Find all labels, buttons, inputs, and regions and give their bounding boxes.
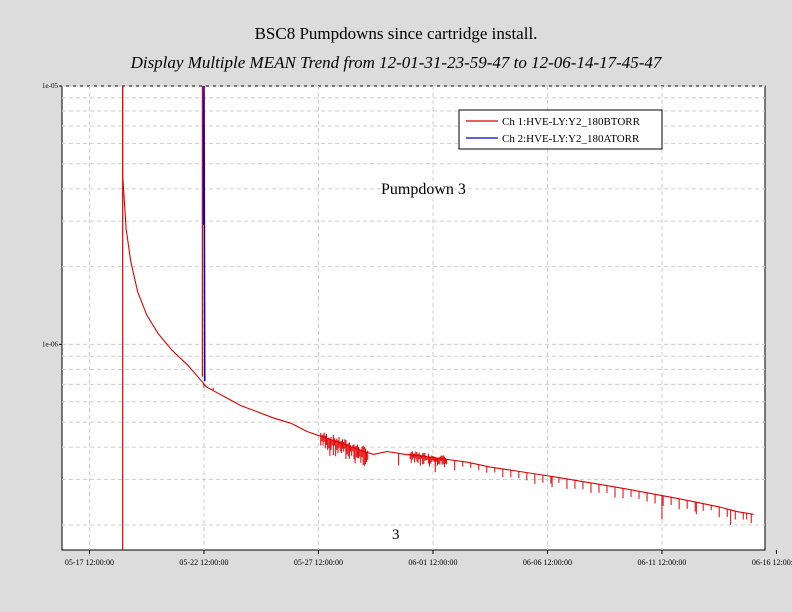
x-tick-label: 06-16 12:00:00 [752,558,792,567]
annotation-number: 3 [392,527,400,543]
legend-label-ch1: Ch 1:HVE-LY:Y2_180BTORR [502,116,641,128]
series-group [122,85,754,550]
legend-label-ch2: Ch 2:HVE-LY:Y2_180ATORR [502,133,640,145]
x-axis-ticks: 05-17 12:00:00 05-22 12:00:00 05-27 12:00:… [65,550,792,567]
x-tick-label: 06-06 12:00:00 [523,558,572,567]
legend: Ch 1:HVE-LY:Y2_180BTORR Ch 2:HVE-LY:Y2_1… [458,109,663,150]
plot-area [61,85,766,551]
x-tick-label: 06-01 12:00:00 [408,558,457,567]
annotation-pumpdown: Pumpdown 3 [381,181,466,198]
y-tick-label: 1e-05 [42,82,58,90]
y-axis-ticks: 1e-05 1e-06 [42,82,62,348]
x-tick-label: 05-22 12:00:00 [179,558,228,567]
x-tick-label: 06-11 12:00:00 [638,558,687,567]
chart-title: BSC8 Pumpdowns since cartridge install. [254,24,538,43]
chart-subtitle: Display Multiple MEAN Trend from 12-01-3… [130,53,662,72]
x-tick-label: 05-27 12:00:00 [294,558,343,567]
series-ch2-line [202,85,206,382]
grid-lines [62,85,765,550]
legend-box [458,109,663,150]
x-tick-label: 05-17 12:00:00 [65,558,114,567]
y-tick-label: 1e-06 [42,340,58,348]
